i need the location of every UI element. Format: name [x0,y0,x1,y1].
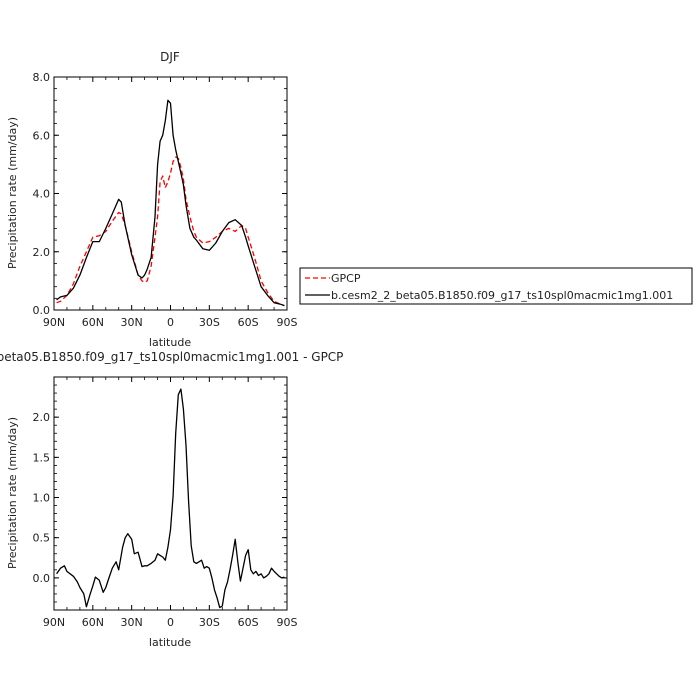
p1-x-tick-label: 90S [277,316,298,329]
p1-y-tick-label: 4.0 [33,188,51,201]
p2-y-tick-label: 0.5 [33,532,51,545]
top-chart-title: DJF [160,50,180,64]
p2-x-tick-label: 30N [121,616,143,629]
bottom-plot-frame [53,376,288,611]
p1-x-tick-label: 30S [199,316,220,329]
bottom-chart-title: beta05.B1850.f09_g17_ts10spl0macmic1mg1.… [0,350,343,364]
p1-series-line-0 [56,156,285,307]
top-y-tick-labels: 0.0 2.0 4.0 6.0 8.0 [33,71,51,317]
top-y-axis-label: Precipitation rate (mm/day) [6,117,19,269]
p1-series-line-1 [56,99,285,307]
bottom-series-group [56,388,285,609]
bottom-x-axis-label: latitude [149,636,191,649]
top-x-tick-labels: 90N 60N 30N 0 30S 60S 90S [43,316,298,329]
legend-box [299,267,693,305]
legend-label-gpcp: GPCP [331,272,361,285]
p2-y-tick-label: 0.0 [33,572,51,585]
p1-y-tick-label: 2.0 [33,246,51,259]
bottom-x-tick-labels: 90N 60N 30N 0 30S 60S 90S [43,616,298,629]
panel-bottom: beta05.B1850.f09_g17_ts10spl0macmic1mg1.… [0,350,343,649]
p1-x-tick-label: 0 [167,316,174,329]
p1-x-tick-label: 60S [238,316,259,329]
p1-y-tick-label: 0.0 [33,304,51,317]
bottom-axis-ticks [53,376,288,611]
p2-x-tick-label: 60N [82,616,104,629]
top-plot-frame [53,76,288,311]
panel-top: DJF 90N 60N 30N 0 30S 60S 90S 0.02.04.06.08.0 … [6,50,298,349]
legend-label-model: b.cesm2_2_beta05.B1850.f09_g17_ts10spl0m… [331,289,673,302]
p1-x-tick-label: 90N [43,316,65,329]
p2-x-tick-label: 30S [199,616,220,629]
p1-x-tick-label: 60N [82,316,104,329]
p2-y-tick-label: 1.5 [33,451,51,464]
p1-y-tick-label: 8.0 [33,71,51,84]
p2-y-tick-label: 2.0 [33,411,51,424]
bottom-y-axis-label: Precipitation rate (mm/day) [6,417,19,569]
p2-x-tick-label: 90N [43,616,65,629]
top-x-axis-label: latitude [149,336,191,349]
top-axis-ticks [53,76,288,311]
bottom-y-tick-labels: 0.0 0.5 1.0 1.5 2.0 [33,411,51,585]
p1-x-tick-label: 30N [121,316,143,329]
p2-series-line-0 [56,388,285,609]
p2-x-tick-label: 60S [238,616,259,629]
top-series-group [56,99,285,307]
p2-x-tick-label: 0 [167,616,174,629]
legend: GPCP b.cesm2_2_beta05.B1850.f09_g17_ts10… [299,267,693,305]
p2-y-tick-label: 1.0 [33,492,51,505]
p1-y-tick-label: 6.0 [33,129,51,142]
p2-x-tick-label: 90S [277,616,298,629]
